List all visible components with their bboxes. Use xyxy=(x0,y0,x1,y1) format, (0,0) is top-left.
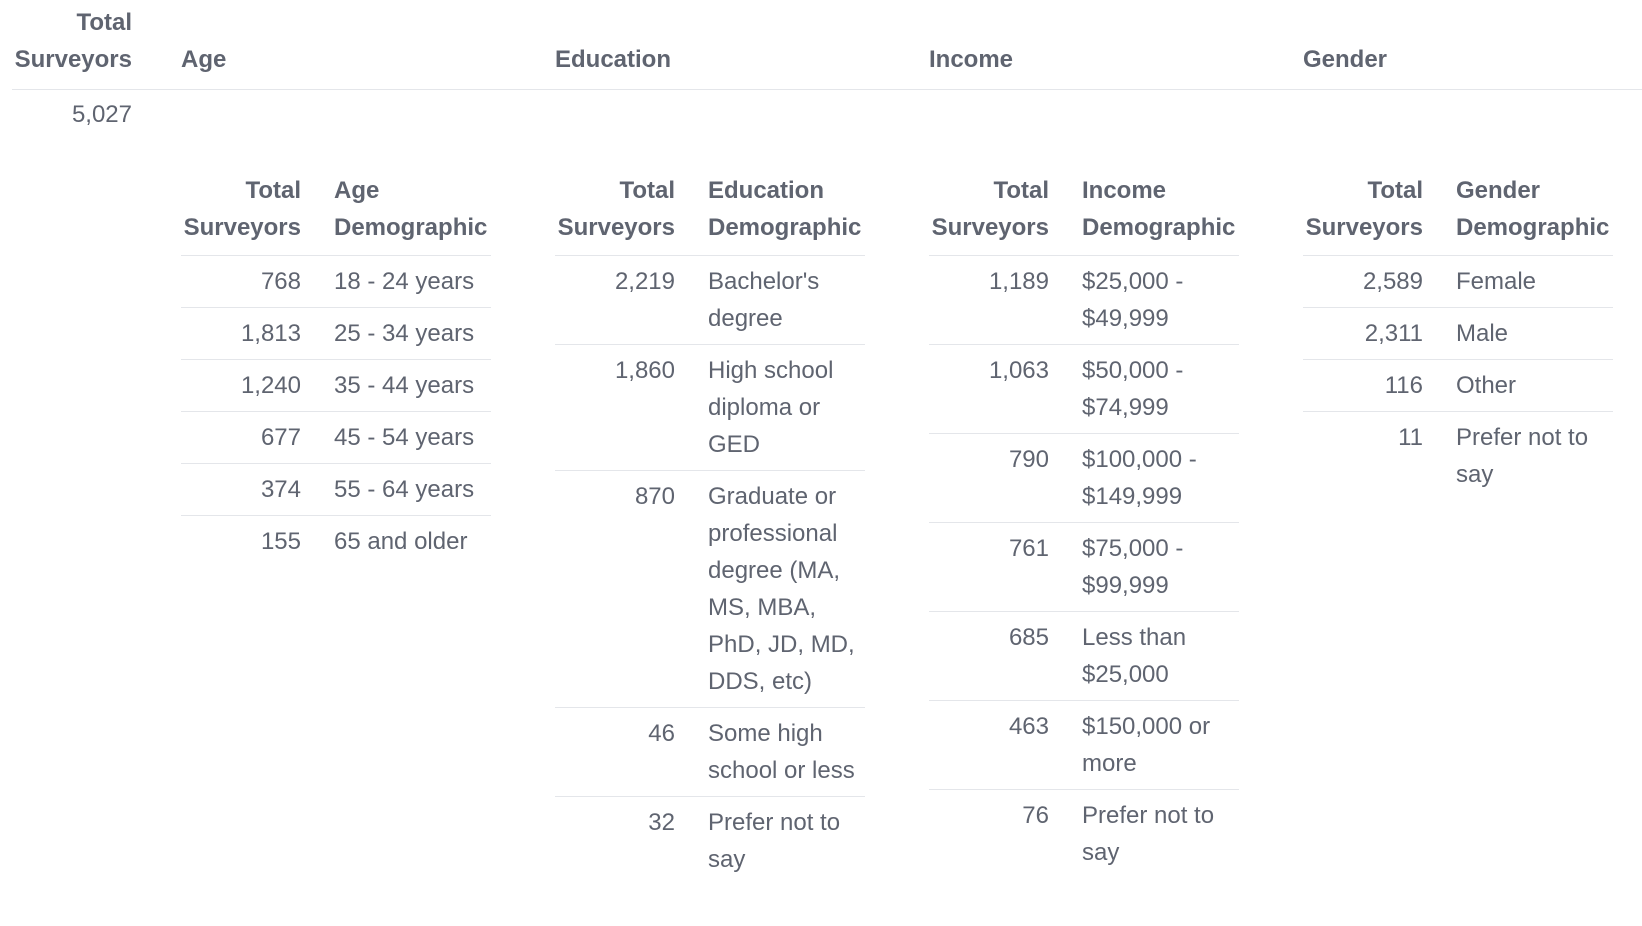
table-row: 685 Less than $25,000 xyxy=(929,611,1239,701)
table-row: 463 $150,000 or more xyxy=(929,700,1239,790)
row-count: 1,860 xyxy=(555,344,675,471)
table-row: 374 55 - 64 years xyxy=(181,463,491,516)
income-col-label: Income Demographic xyxy=(1049,172,1239,256)
table-row: 1,189 $25,000 - $49,999 xyxy=(929,255,1239,345)
row-count: 1,813 xyxy=(181,307,301,360)
row-count: 46 xyxy=(555,707,675,797)
survey-demographics-table: Total Surveyors Age Education Income Gen… xyxy=(12,0,1642,873)
row-label: 25 - 34 years xyxy=(301,307,491,360)
row-count: 677 xyxy=(181,411,301,464)
table-row: 870 Graduate or professional degree (MA,… xyxy=(555,470,865,708)
row-count: 768 xyxy=(181,255,301,308)
table-row: 768 18 - 24 years xyxy=(181,255,491,308)
row-label: Bachelor's degree xyxy=(675,255,865,345)
table-row: 761 $75,000 - $99,999 xyxy=(929,522,1239,612)
row-count: 790 xyxy=(929,433,1049,523)
row-label: $75,000 - $99,999 xyxy=(1049,522,1239,612)
row-label: Prefer not to say xyxy=(1082,802,1215,866)
row-label: $25,000 - $49,999 xyxy=(1049,255,1239,345)
gender-demographic-table: Total Surveyors Gender Demographic 2,589… xyxy=(1303,172,1613,500)
age-col-total: Total Surveyors xyxy=(181,172,301,256)
income-col-total: Total Surveyors xyxy=(929,172,1049,256)
row-count: 374 xyxy=(181,463,301,516)
row-count: 11 xyxy=(1398,424,1423,451)
table-row: 1,063 $50,000 - $74,999 xyxy=(929,344,1239,434)
table-row: 46 Some high school or less xyxy=(555,707,865,797)
row-count: 463 xyxy=(929,700,1049,790)
row-label: High school diploma or GED xyxy=(675,344,865,471)
row-label: Other xyxy=(1423,359,1613,412)
row-label: Some high school or less xyxy=(675,707,865,797)
table-row: 116 Other xyxy=(1303,359,1613,412)
grand-total-value: 5,027 xyxy=(71,101,132,128)
table-row: 1,813 25 - 34 years xyxy=(181,307,491,360)
row-count: 155 xyxy=(260,528,301,555)
row-count: 870 xyxy=(555,470,675,708)
table-row: 155 65 and older xyxy=(181,516,491,568)
table-row: 76 Prefer not to say xyxy=(929,790,1239,879)
table-row: 677 45 - 54 years xyxy=(181,411,491,464)
header-gender: Gender xyxy=(1303,46,1388,73)
row-count: 1,063 xyxy=(929,344,1049,434)
gender-col-total: Total Surveyors xyxy=(1303,172,1423,256)
gender-col-label: Gender Demographic xyxy=(1423,172,1613,256)
row-count: 32 xyxy=(648,809,675,836)
header-age: Age xyxy=(181,46,227,73)
education-col-total: Total Surveyors xyxy=(555,172,675,256)
row-label: Prefer not to say xyxy=(708,809,841,873)
table-row: 32 Prefer not to say xyxy=(555,797,865,886)
table-row: 790 $100,000 - $149,999 xyxy=(929,433,1239,523)
row-label: 18 - 24 years xyxy=(301,255,491,308)
education-col-label: Education Demographic xyxy=(675,172,865,256)
row-count: 1,240 xyxy=(181,359,301,412)
table-row: 2,219 Bachelor's degree xyxy=(555,255,865,345)
row-label: 45 - 54 years xyxy=(301,411,491,464)
row-count: 116 xyxy=(1303,359,1423,412)
row-label: $150,000 or more xyxy=(1049,700,1239,790)
income-demographic-table: Total Surveyors Income Demographic 1,189… xyxy=(929,172,1239,878)
row-label: Prefer not to say xyxy=(1456,424,1589,488)
row-count: 2,311 xyxy=(1303,307,1423,360)
header-total-surveyors: Total Surveyors xyxy=(14,9,132,73)
education-demographic-table: Total Surveyors Education Demographic 2,… xyxy=(555,172,865,885)
row-label: Less than $25,000 xyxy=(1049,611,1239,701)
table-row: 1,860 High school diploma or GED xyxy=(555,344,865,471)
row-label: Male xyxy=(1423,307,1613,360)
row-label: $50,000 - $74,999 xyxy=(1049,344,1239,434)
header-education: Education xyxy=(555,46,672,73)
header-income: Income xyxy=(929,46,1014,73)
row-count: 685 xyxy=(929,611,1049,701)
row-label: $100,000 - $149,999 xyxy=(1049,433,1239,523)
education-table-header: Total Surveyors Education Demographic xyxy=(555,172,865,256)
table-row: 1,240 35 - 44 years xyxy=(181,359,491,412)
table-row: 2,589 Female xyxy=(1303,255,1613,308)
table-header-row: Total Surveyors Age Education Income Gen… xyxy=(12,0,1642,90)
row-label: 35 - 44 years xyxy=(301,359,491,412)
row-count: 76 xyxy=(1022,802,1049,829)
row-label: 65 and older xyxy=(334,528,468,555)
age-col-label: Age Demographic xyxy=(301,172,491,256)
row-label: 55 - 64 years xyxy=(301,463,491,516)
row-count: 2,219 xyxy=(555,255,675,345)
age-table-header: Total Surveyors Age Demographic xyxy=(181,172,491,256)
row-count: 1,189 xyxy=(929,255,1049,345)
income-table-header: Total Surveyors Income Demographic xyxy=(929,172,1239,256)
row-count: 761 xyxy=(929,522,1049,612)
row-label: Female xyxy=(1423,255,1613,308)
age-demographic-table: Total Surveyors Age Demographic 768 18 -… xyxy=(181,172,491,567)
gender-table-header: Total Surveyors Gender Demographic xyxy=(1303,172,1613,256)
table-row: 11 Prefer not to say xyxy=(1303,412,1613,501)
row-label: Graduate or professional degree (MA, MS,… xyxy=(675,470,865,708)
row-count: 2,589 xyxy=(1303,255,1423,308)
table-row: 2,311 Male xyxy=(1303,307,1613,360)
